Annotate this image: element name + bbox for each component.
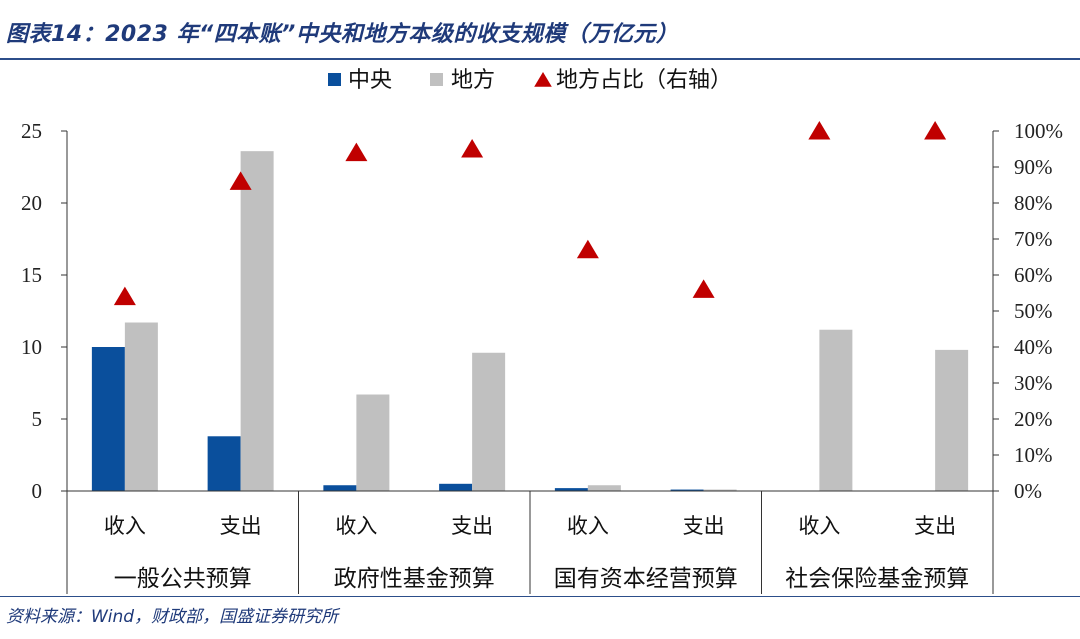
legend-local-label: 地方 [451,68,495,93]
y-tick-label: 25 [21,119,42,143]
legend-ratio-marker [534,72,552,87]
bar-local [935,349,969,491]
y2-tick-label: 30% [1014,371,1053,395]
y2-tick-label: 50% [1014,299,1053,323]
title-rule [0,58,1080,60]
bar-central [554,488,588,491]
y2-tick-label: 90% [1014,155,1053,179]
y2-tick-label: 40% [1014,335,1053,359]
bars [91,151,969,491]
bar-local [124,322,158,491]
y2-tick-label: 70% [1014,227,1053,251]
bar-local [587,485,621,491]
y2-tick-label: 100% [1014,119,1063,143]
bar-local [472,352,506,491]
y2-tick-label: 0% [1014,479,1042,503]
bar-central [91,347,125,491]
y-tick-label: 0 [32,479,43,503]
bar-local [703,489,737,491]
bar-central [323,485,357,491]
x-category-label: 收入 [104,514,146,538]
ratio-markers [113,121,947,306]
x-group-label: 国有资本经营预算 [554,566,738,592]
x-category-label: 收入 [567,514,609,538]
bar-central [670,489,704,491]
x-group-label: 政府性基金预算 [334,566,495,592]
ratio-marker [113,286,136,306]
y2-tick-label: 60% [1014,263,1053,287]
y-tick-label: 15 [21,263,42,287]
legend-local-swatch [430,73,443,86]
legend-central-swatch [328,73,341,86]
x-group-label: 一般公共预算 [114,566,252,592]
x-group-label: 社会保险基金预算 [785,566,969,592]
footer-rule [0,596,1080,597]
legend-ratio-label: 地方占比（右轴） [556,68,732,93]
legend: 中央 地方 地方占比（右轴） [328,68,732,93]
ratio-marker [345,142,368,162]
x-category-label: 支出 [451,514,493,538]
bar-local [356,394,390,491]
y-tick-label: 20 [21,191,42,215]
ratio-marker [808,121,831,140]
bar-local [240,151,274,491]
y2-tick-label: 80% [1014,191,1053,215]
x-category-label: 支出 [220,514,262,538]
legend-central-label: 中央 [348,68,392,93]
ratio-marker [461,139,484,158]
y-tick-label: 5 [32,407,43,431]
chart-title: 图表14：2023 年“四本账”中央和地方本级的收支规模（万亿元） [6,22,679,47]
x-category-label: 收入 [335,514,377,538]
bar-central [439,483,473,491]
x-category-label: 支出 [914,514,956,538]
bar-central [207,436,241,491]
source-note: 资料来源：Wind，财政部，国盛证券研究所 [6,607,339,627]
ratio-marker [924,121,947,140]
y-tick-label: 10 [21,335,42,359]
x-category-label: 收入 [798,514,840,538]
ratio-marker [576,239,599,259]
x-category-label: 支出 [683,514,725,538]
ratio-marker [692,279,715,298]
y2-tick-label: 10% [1014,443,1053,467]
axes: 0 5 10 15 20 25 0% 10% 20% 30% 40% 50% 60% 70% 80% 90% 1… [21,119,1063,503]
bar-local [819,329,853,491]
y2-tick-label: 20% [1014,407,1053,431]
ratio-marker [229,171,252,190]
